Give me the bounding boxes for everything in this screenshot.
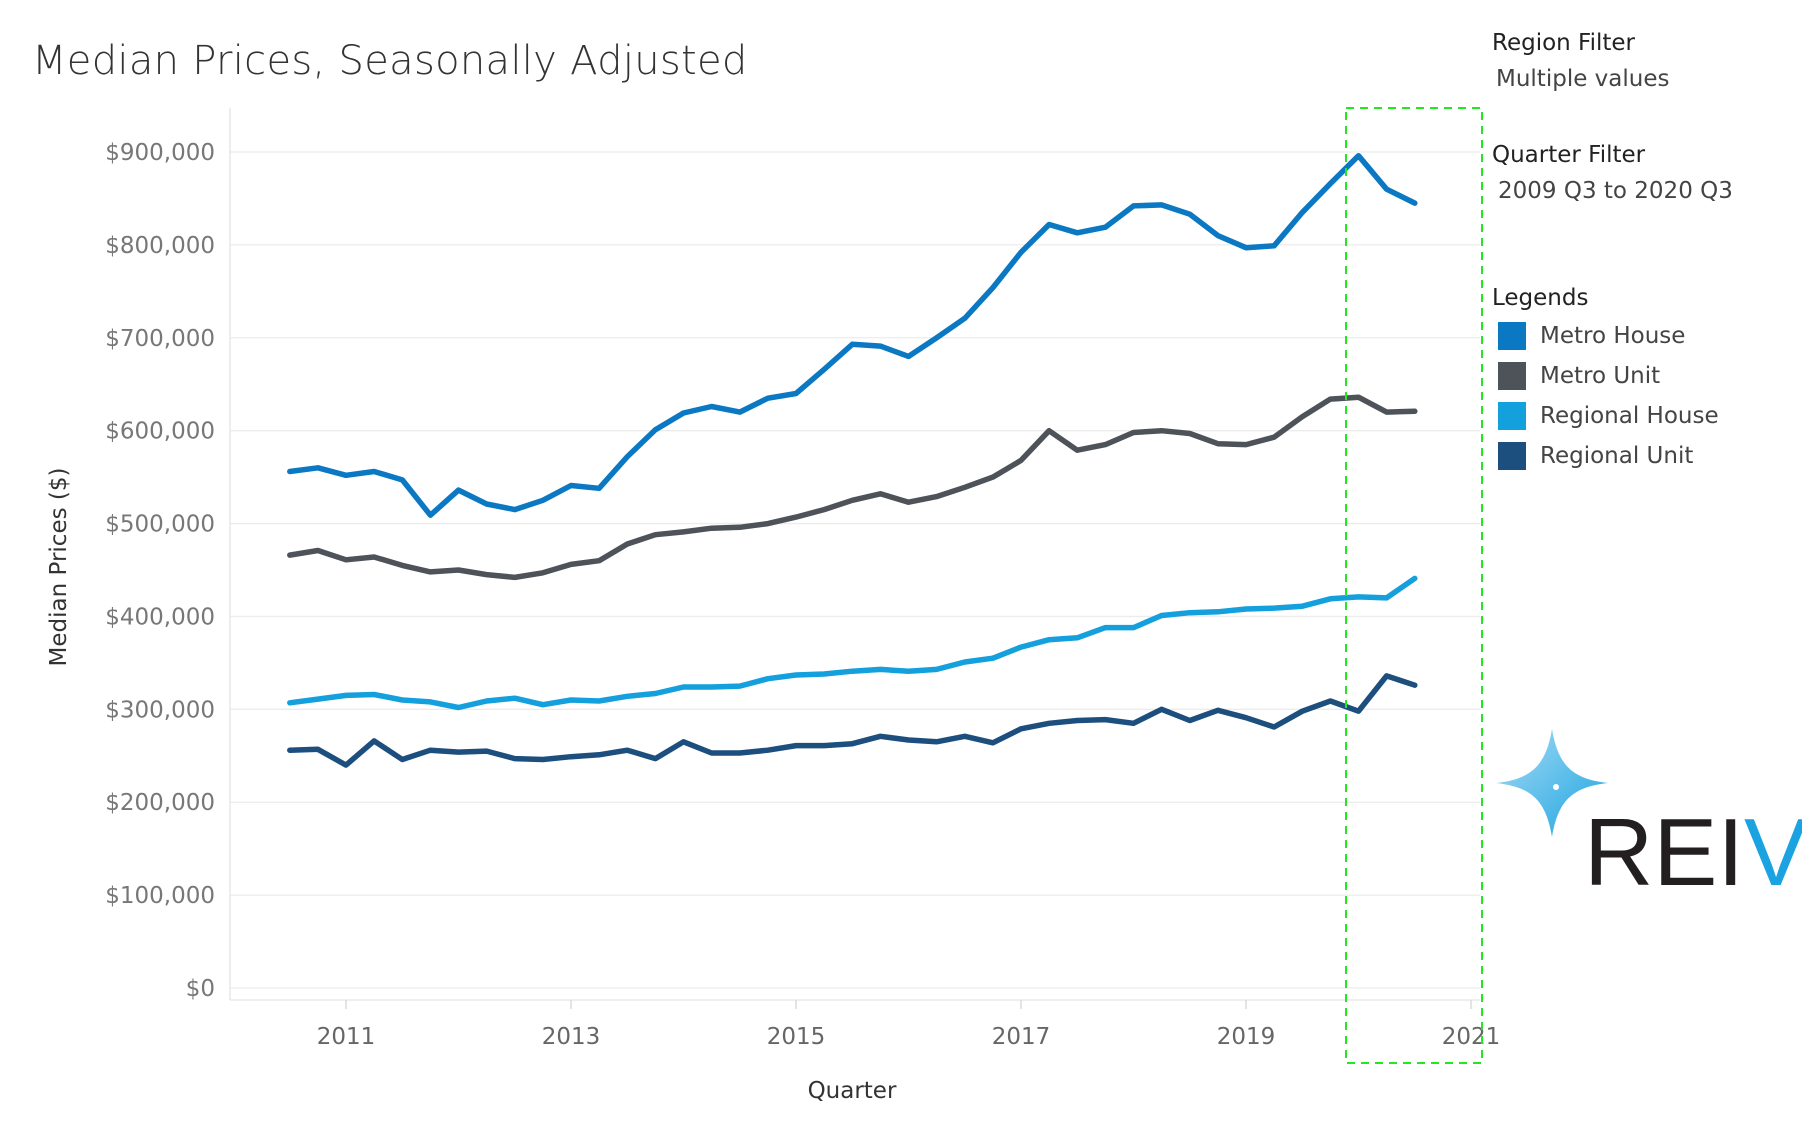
logo-wordmark: REIV bbox=[1584, 799, 1802, 895]
legend-label: Metro House bbox=[1540, 323, 1686, 349]
highlight-dashed-box bbox=[1345, 107, 1483, 1064]
region-filter-value[interactable]: Multiple values bbox=[1496, 66, 1670, 92]
series-line-regional-house bbox=[287, 575, 1418, 711]
quarter-filter-value[interactable]: 2009 Q3 to 2020 Q3 bbox=[1498, 178, 1733, 204]
x-axis-label: Quarter bbox=[808, 1078, 897, 1104]
legend-item[interactable]: Metro House bbox=[1498, 322, 1685, 350]
chart-title: Median Prices, Seasonally Adjusted bbox=[32, 38, 748, 84]
legend-heading: Legends bbox=[1492, 285, 1589, 311]
region-filter-heading: Region Filter bbox=[1492, 30, 1636, 56]
legend-swatch bbox=[1498, 362, 1526, 390]
legend-label: Metro Unit bbox=[1540, 363, 1661, 389]
x-tick-label: 2017 bbox=[992, 1024, 1051, 1050]
y-tick-label: $600,000 bbox=[105, 419, 215, 445]
star-logo-icon bbox=[1496, 729, 1608, 837]
reiv-logo: REIV bbox=[1492, 725, 1802, 895]
legend-swatch bbox=[1498, 442, 1526, 470]
legend-item[interactable]: Regional Unit bbox=[1498, 442, 1693, 470]
quarter-filter-heading: Quarter Filter bbox=[1492, 142, 1646, 168]
y-tick-label: $400,000 bbox=[105, 604, 215, 630]
legend-swatch bbox=[1498, 322, 1526, 350]
y-tick-label: $200,000 bbox=[105, 790, 215, 816]
y-tick-label: $0 bbox=[186, 976, 215, 1002]
x-tick-label: 2021 bbox=[1442, 1024, 1501, 1050]
legend-swatch bbox=[1498, 402, 1526, 430]
x-tick-label: 2011 bbox=[317, 1024, 376, 1050]
legend-label: Regional House bbox=[1540, 403, 1719, 429]
x-axis-ticks: 2011 2013 2015 2017 2019 2021 bbox=[317, 1000, 1501, 1050]
y-tick-label: $800,000 bbox=[105, 233, 215, 259]
y-tick-label: $500,000 bbox=[105, 512, 215, 538]
series-line-metro-house bbox=[287, 152, 1418, 518]
gridlines bbox=[229, 108, 1480, 1001]
legend-item[interactable]: Regional House bbox=[1498, 402, 1719, 430]
legend-label: Regional Unit bbox=[1540, 443, 1694, 469]
y-tick-label: $700,000 bbox=[105, 326, 215, 352]
x-tick-label: 2015 bbox=[767, 1024, 826, 1050]
x-tick-label: 2019 bbox=[1217, 1024, 1276, 1050]
y-tick-label: $900,000 bbox=[105, 140, 215, 166]
y-tick-label: $100,000 bbox=[105, 883, 215, 909]
y-axis-label: Median Prices ($) bbox=[46, 468, 72, 667]
legend-item[interactable]: Metro Unit bbox=[1498, 362, 1660, 390]
series-line-regional-unit bbox=[287, 673, 1418, 768]
y-tick-label: $300,000 bbox=[105, 697, 215, 723]
x-tick-label: 2013 bbox=[542, 1024, 601, 1050]
series-line-metro-unit bbox=[287, 394, 1418, 581]
y-axis-ticks: $0 $100,000 $200,000 $300,000 $400,000 $500,0… bbox=[105, 140, 215, 1002]
series-lines bbox=[287, 152, 1418, 768]
